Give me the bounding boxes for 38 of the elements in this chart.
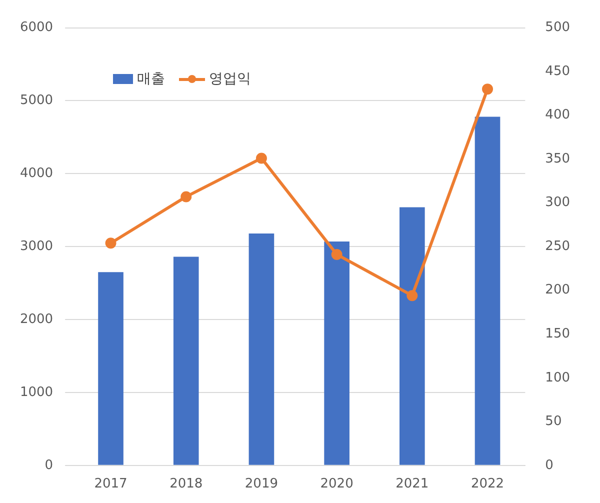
bar	[400, 207, 425, 465]
y-tick-label: 6000	[20, 20, 54, 36]
point	[180, 191, 192, 202]
bar	[474, 116, 500, 465]
y2-tick-label: 250	[545, 238, 570, 254]
y-tick-label: 4000	[20, 166, 54, 182]
y2-tick-label: 0	[545, 458, 554, 473]
y2-tick-label: 100	[545, 370, 570, 386]
point	[105, 238, 116, 249]
x-tick-label: 2017	[94, 476, 128, 492]
y-tick-label: 3000	[20, 238, 54, 254]
x-tick-label: 2019	[244, 476, 278, 492]
y2-tick-label: 300	[545, 195, 570, 210]
y2-tick-label: 200	[545, 282, 570, 298]
x-tick-label: 2020	[320, 476, 354, 492]
y2-tick-label: 350	[545, 151, 570, 166]
y2-tick-label: 400	[545, 108, 570, 123]
point	[256, 152, 267, 164]
bar	[98, 272, 124, 465]
x-tick-label: 2018	[170, 476, 203, 492]
point	[331, 248, 342, 260]
y-tick-label: 2000	[20, 312, 54, 327]
y-tick-label: 0	[44, 458, 54, 473]
point	[482, 84, 494, 95]
legend-label: 영업익	[209, 70, 251, 88]
bar	[173, 256, 199, 465]
bar	[324, 241, 350, 465]
y2-tick-label: 450	[545, 64, 570, 79]
y-tick-label: 5000	[20, 93, 54, 108]
y-tick-label: 1000	[20, 384, 54, 400]
legend-label: 매출	[137, 70, 165, 88]
x-tick-label: 2022	[470, 476, 504, 492]
y2-tick-label: 50	[545, 414, 562, 430]
y2-tick-label: 500	[545, 20, 570, 36]
y2-tick-label: 150	[545, 326, 570, 342]
bar	[248, 233, 274, 465]
point	[406, 290, 418, 302]
x-tick-label: 2021	[396, 476, 429, 492]
